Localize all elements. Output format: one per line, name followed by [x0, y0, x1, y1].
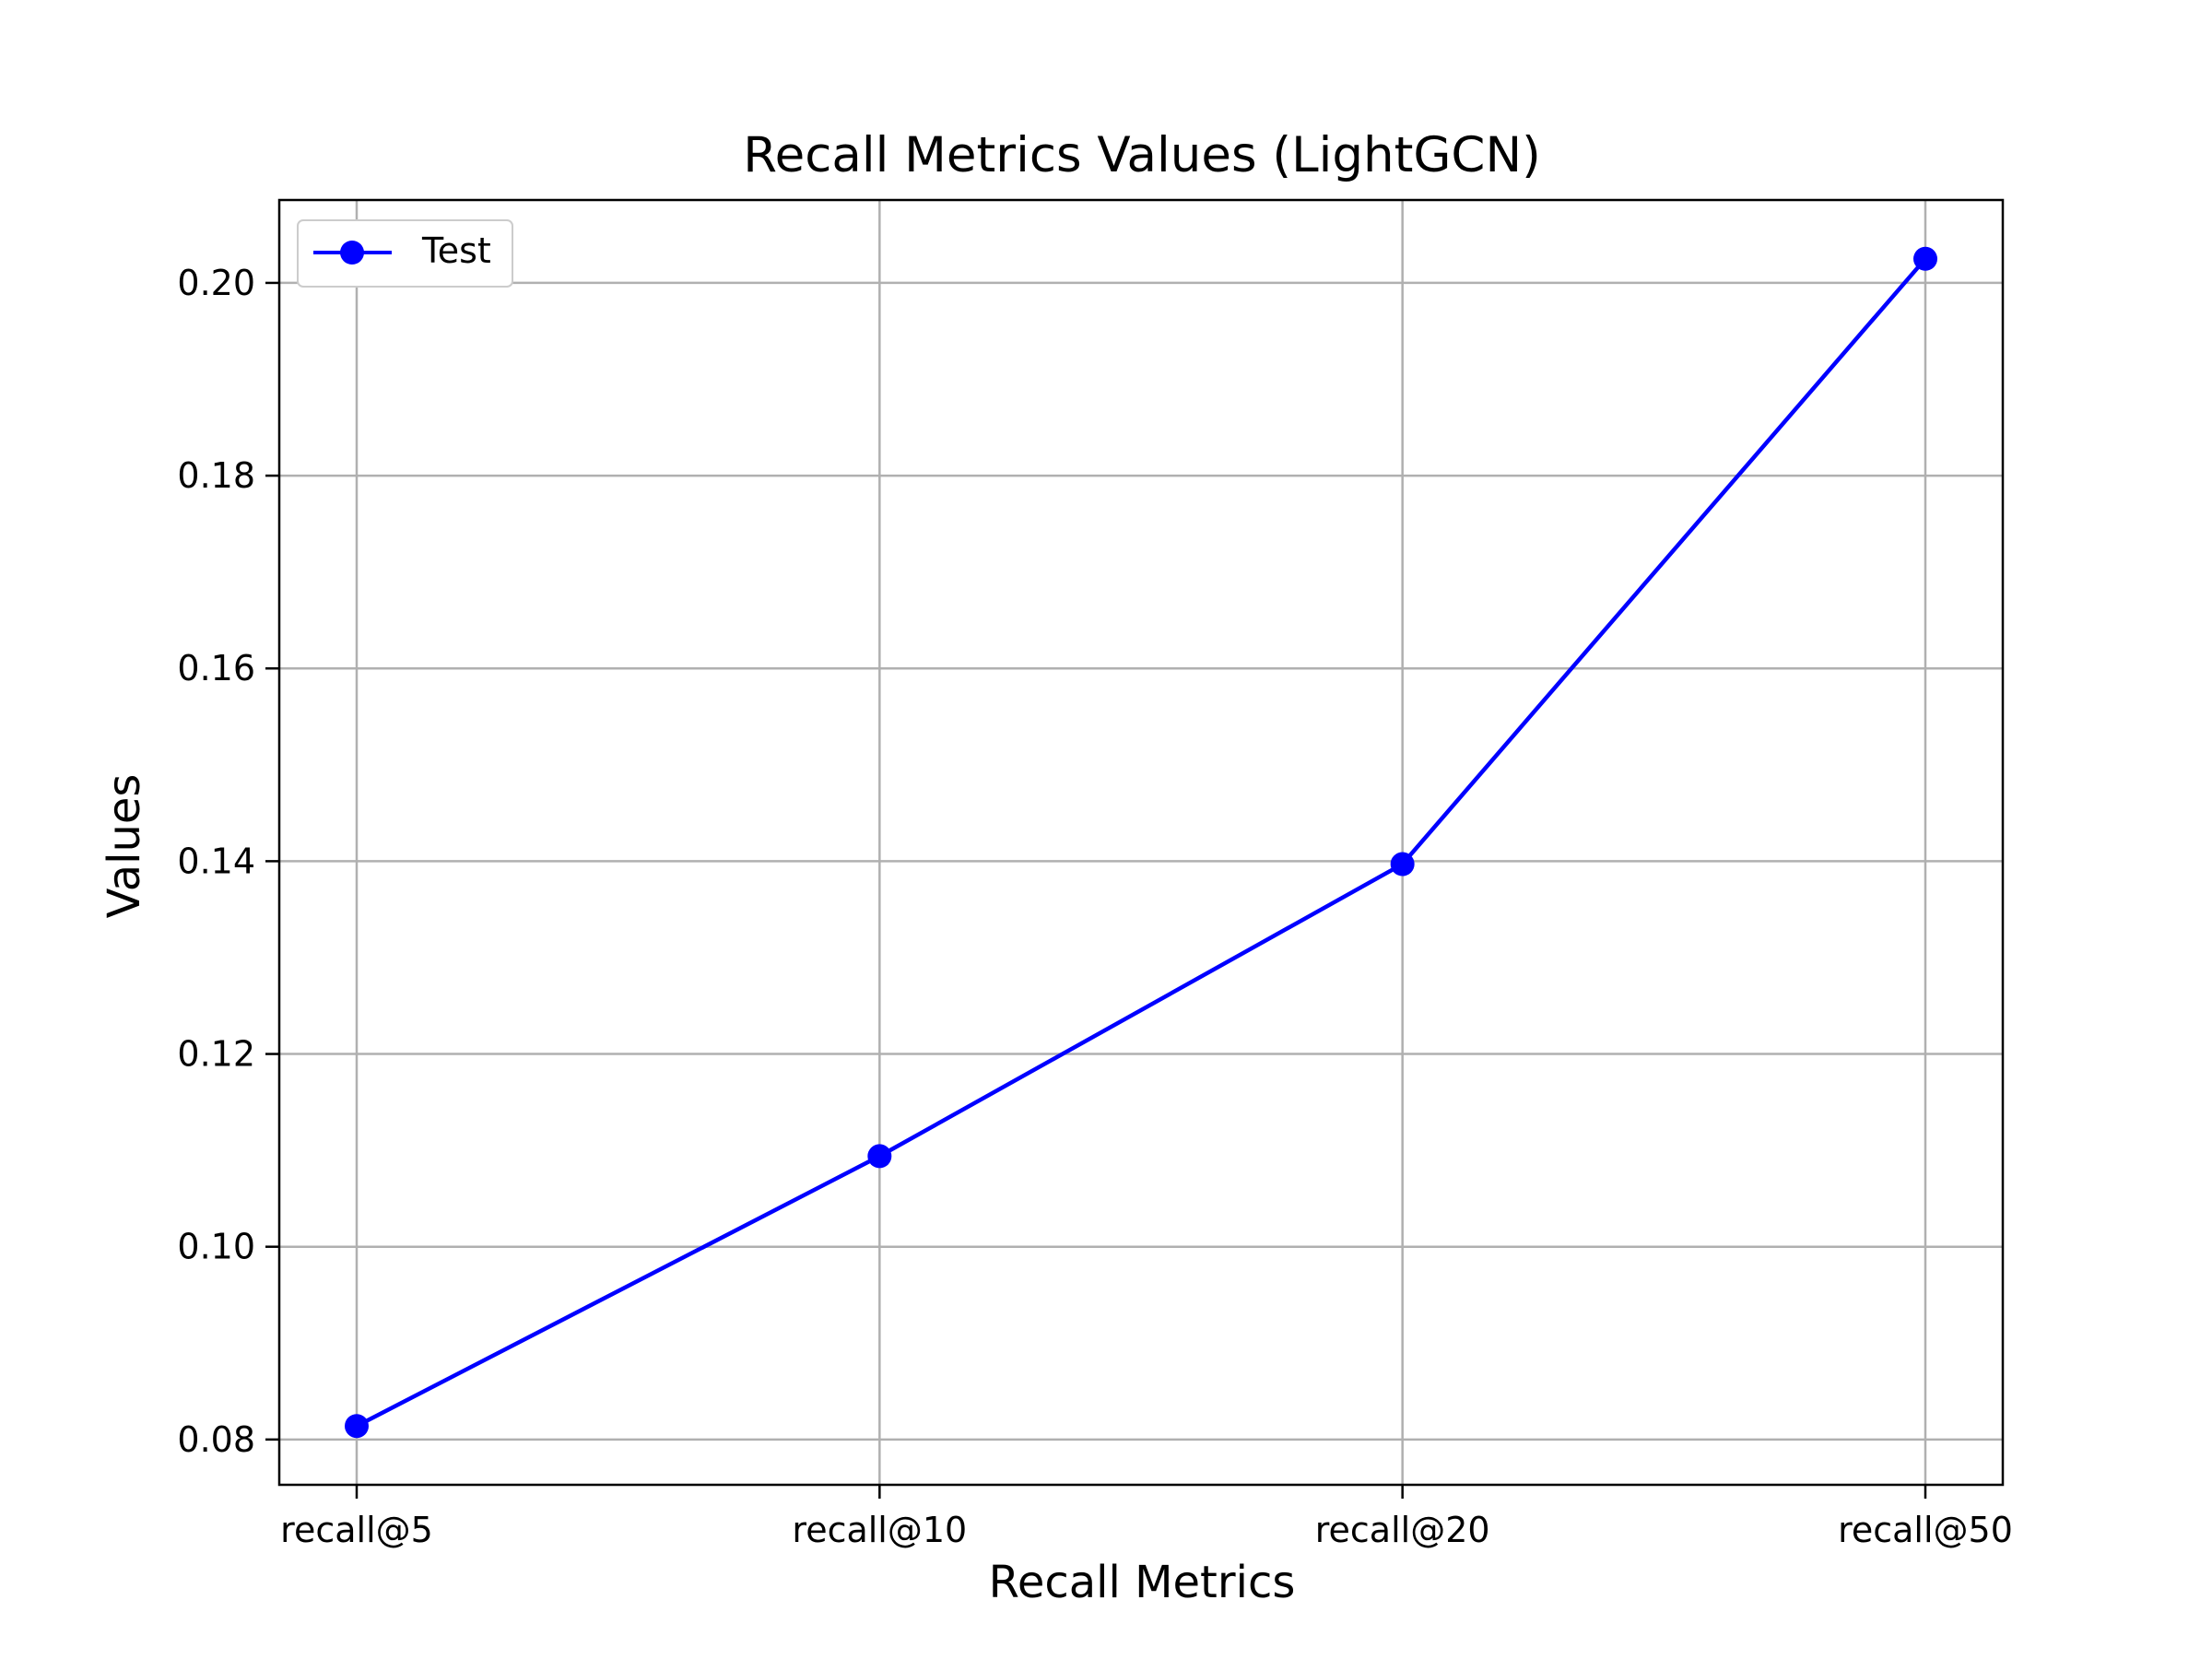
legend-box	[297, 219, 513, 288]
y-tick-label: 0.20	[177, 263, 255, 303]
x-tick-label: recall@50	[1838, 1510, 2013, 1550]
chart-title: Recall Metrics Values (LightGCN)	[743, 127, 1541, 183]
y-tick-label: 0.08	[177, 1419, 255, 1460]
data-point	[1390, 852, 1415, 877]
grid-lines	[279, 200, 2003, 1485]
axis-ticks: recall@5 recall@10 recall@20 recall@50 0.08 0…	[177, 263, 2013, 1550]
y-tick-label: 0.16	[177, 648, 255, 688]
x-axis-label: Recall Metrics	[989, 1557, 1296, 1608]
y-axis-label: Values	[99, 774, 150, 919]
y-tick-label: 0.12	[177, 1034, 255, 1075]
legend: Test	[297, 219, 513, 288]
series-layer	[345, 246, 1937, 1439]
x-tick-label: recall@10	[792, 1510, 967, 1550]
x-tick-label: recall@20	[1315, 1510, 1490, 1550]
x-tick-label: recall@5	[280, 1510, 433, 1550]
y-tick-label: 0.10	[177, 1227, 255, 1267]
y-tick-label: 0.18	[177, 455, 255, 496]
y-tick-label: 0.14	[177, 841, 255, 881]
series-line-test	[355, 257, 1927, 1429]
data-point	[345, 1414, 369, 1439]
data-point	[1913, 246, 1937, 271]
data-point	[867, 1144, 892, 1169]
plot-frame	[277, 198, 2005, 1487]
legend-label-test: Test	[421, 230, 491, 271]
legend-marker-swatch	[340, 241, 364, 265]
